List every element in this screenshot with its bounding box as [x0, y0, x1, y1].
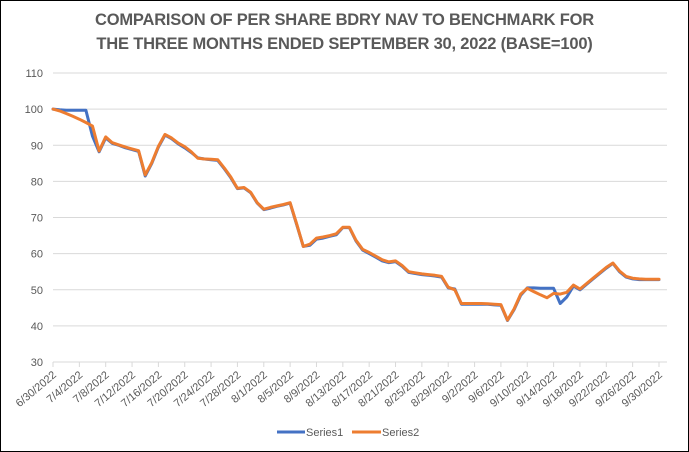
chart-title: COMPARISON OF PER SHARE BDRY NAV TO BENC… — [0, 8, 689, 56]
y-tick-label-70: 70 — [31, 213, 43, 225]
y-tick-label-60: 60 — [31, 249, 43, 261]
y-tick-label-110: 110 — [25, 68, 43, 80]
chart-title-line-1: COMPARISON OF PER SHARE BDRY NAV TO BENC… — [95, 11, 594, 29]
y-tick-label-40: 40 — [31, 321, 43, 333]
gridlines — [53, 72, 667, 363]
legend-series2-label: Series2 — [382, 427, 419, 439]
chart-title-line-2: THE THREE MONTHS ENDED SEPTEMBER 30, 202… — [96, 35, 593, 53]
y-tick-label-80: 80 — [31, 176, 43, 188]
y-tick-label-30: 30 — [31, 357, 43, 369]
x-axis: 6/30/20227/4/20227/8/20227/12/20227/16/2… — [14, 362, 665, 410]
y-tick-label-50: 50 — [31, 285, 43, 297]
y-tick-label-100: 100 — [25, 104, 43, 116]
y-tick-label-90: 90 — [31, 140, 43, 152]
legend-series1-label: Series1 — [306, 427, 343, 439]
y-axis-tick-labels: 30 40 50 60 70 80 90 100 110 — [25, 68, 43, 369]
legend: Series1 Series2 — [277, 427, 419, 439]
series-line-series2 — [51, 107, 661, 322]
series-lines — [51, 107, 661, 322]
